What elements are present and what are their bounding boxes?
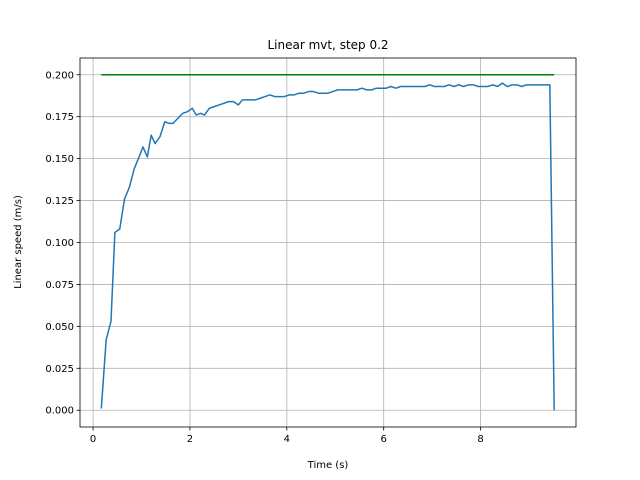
y-tick-label: 0.125: [45, 196, 74, 207]
x-tick-label: 8: [477, 434, 483, 445]
y-axis-label: Linear speed (m/s): [13, 195, 24, 289]
y-tick-label: 0.075: [45, 280, 74, 291]
x-tick-label: 4: [284, 434, 290, 445]
grid-lines: [80, 58, 576, 427]
measured-series-line: [100, 82, 555, 411]
y-tick-label: 0.025: [45, 364, 74, 375]
y-tick-label: 0.000: [45, 406, 74, 417]
chart-title: Linear mvt, step 0.2: [267, 38, 388, 52]
y-tick-label: 0.200: [45, 70, 74, 81]
y-axis-ticks: 0.000 0.025 0.050 0.075 0.100 0.125 0.150 0.175…: [45, 70, 80, 417]
x-tick-label: 6: [381, 434, 387, 445]
x-axis-ticks: 0 2 4 6 8: [90, 427, 484, 445]
x-tick-label: 2: [187, 434, 193, 445]
x-axis-label: Time (s): [307, 460, 349, 471]
y-tick-label: 0.175: [45, 112, 74, 123]
series-layer: [100, 74, 555, 411]
x-tick-label: 0: [90, 434, 96, 445]
y-tick-label: 0.150: [45, 154, 74, 165]
y-tick-label: 0.100: [45, 238, 74, 249]
y-tick-label: 0.050: [45, 322, 74, 333]
